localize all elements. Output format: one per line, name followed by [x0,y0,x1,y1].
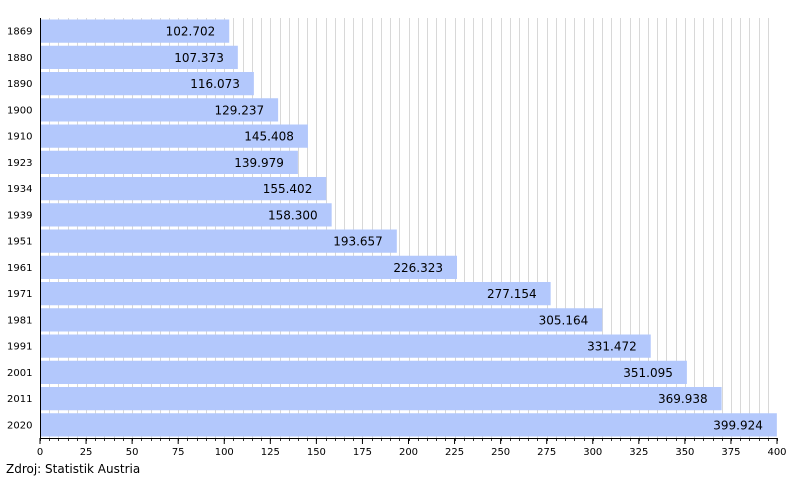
bar-value-label: 158.300 [268,208,318,222]
x-tick-label: 75 [172,447,185,458]
bar [40,334,651,358]
category-label: 1880 [7,53,32,64]
bar [40,255,458,279]
bar [40,45,238,69]
bar [40,413,777,437]
category-label: 2001 [7,368,32,379]
x-tick-label: 375 [721,447,740,458]
bar-value-label: 331.472 [587,340,637,354]
category-label: 1934 [7,184,32,195]
bar [40,229,397,253]
category-label: 1961 [7,263,32,274]
bar-value-label: 226.323 [393,261,443,275]
bar [40,124,308,148]
bar-value-label: 145.408 [244,130,294,144]
category-label: 1923 [7,158,32,169]
category-label: 2011 [7,394,32,405]
bar-value-label: 399.924 [713,418,763,432]
bar-value-label: 139.979 [234,156,284,170]
category-label: 2020 [7,420,32,431]
x-tick-label: 325 [629,447,648,458]
bar-value-label: 129.237 [214,103,264,117]
bar-value-label: 107.373 [174,51,224,65]
bar-value-label: 116.073 [190,77,240,91]
bar-value-label: 351.095 [623,366,673,380]
x-tick-label: 0 [37,447,43,458]
x-tick-label: 200 [399,447,418,458]
x-tick-label: 275 [537,447,556,458]
bar [40,177,327,201]
category-label: 1951 [7,237,32,248]
source-note: Zdroj: Statistik Austria [6,462,141,476]
category-label: 1981 [7,315,32,326]
bar [40,150,298,174]
x-tick-label: 225 [445,447,464,458]
bar [40,72,254,96]
bar [40,19,230,43]
category-label: 1890 [7,79,32,90]
category-label: 1991 [7,342,32,353]
bar-value-label: 193.657 [333,235,383,249]
category-label: 1971 [7,289,32,300]
x-tick-label: 350 [675,447,694,458]
bar [40,308,603,332]
category-label: 1939 [7,210,32,221]
x-tick-label: 25 [80,447,93,458]
bar-value-label: 102.702 [166,25,216,39]
bar [40,360,687,384]
category-label: 1900 [7,105,32,116]
bar-value-label: 369.938 [658,392,708,406]
x-tick-label: 100 [215,447,234,458]
x-tick-label: 300 [583,447,602,458]
bar-value-label: 155.402 [263,182,313,196]
category-label: 1869 [7,27,32,38]
x-tick-label: 50 [126,447,139,458]
x-tick-label: 400 [767,447,786,458]
bar-value-label: 305.164 [539,313,589,327]
bar [40,203,332,227]
bar [40,98,279,122]
bar [40,282,551,306]
x-tick-label: 175 [353,447,372,458]
bar [40,387,722,411]
x-tick-label: 150 [307,447,326,458]
bar-value-label: 277.154 [487,287,537,301]
x-tick-label: 250 [491,447,510,458]
category-label: 1910 [7,132,32,143]
x-tick-label: 125 [261,447,280,458]
